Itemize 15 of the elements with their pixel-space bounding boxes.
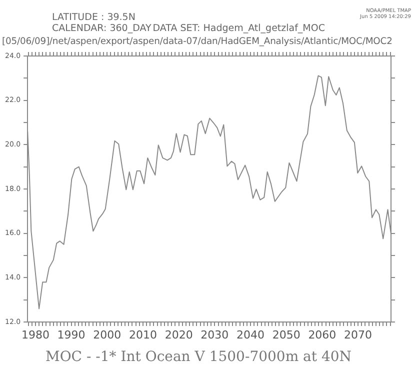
x-tick-label: 1990 xyxy=(57,328,86,342)
x-tick-label: 2030 xyxy=(200,328,229,342)
x-tick-label: 1980 xyxy=(21,328,50,342)
text: [05/06/09]/net/aspen/export/aspen/data-07/dan/HadGEM_Analysis/Atlantic/MOC/MOC2 xyxy=(2,36,392,47)
x-tick-label: 2010 xyxy=(128,328,157,342)
x-tick-label: 2060 xyxy=(308,328,336,342)
x-tick-label: 2070 xyxy=(344,328,372,342)
x-tick-label: 2000 xyxy=(93,328,122,342)
x-tick-label: 2050 xyxy=(272,328,300,342)
x-tick-label: 2020 xyxy=(164,328,193,342)
text: MOC - -1* Int Ocean V 1500-7000m at 40N xyxy=(45,349,352,366)
x-tick-label: 2040 xyxy=(236,328,265,342)
text: CALENDAR: 360_DAY xyxy=(52,23,152,34)
text: DATA SET: Hadgem_Atl_getzlaf_MOC xyxy=(152,23,325,34)
text: LATITUDE : 39.5N xyxy=(52,12,136,23)
